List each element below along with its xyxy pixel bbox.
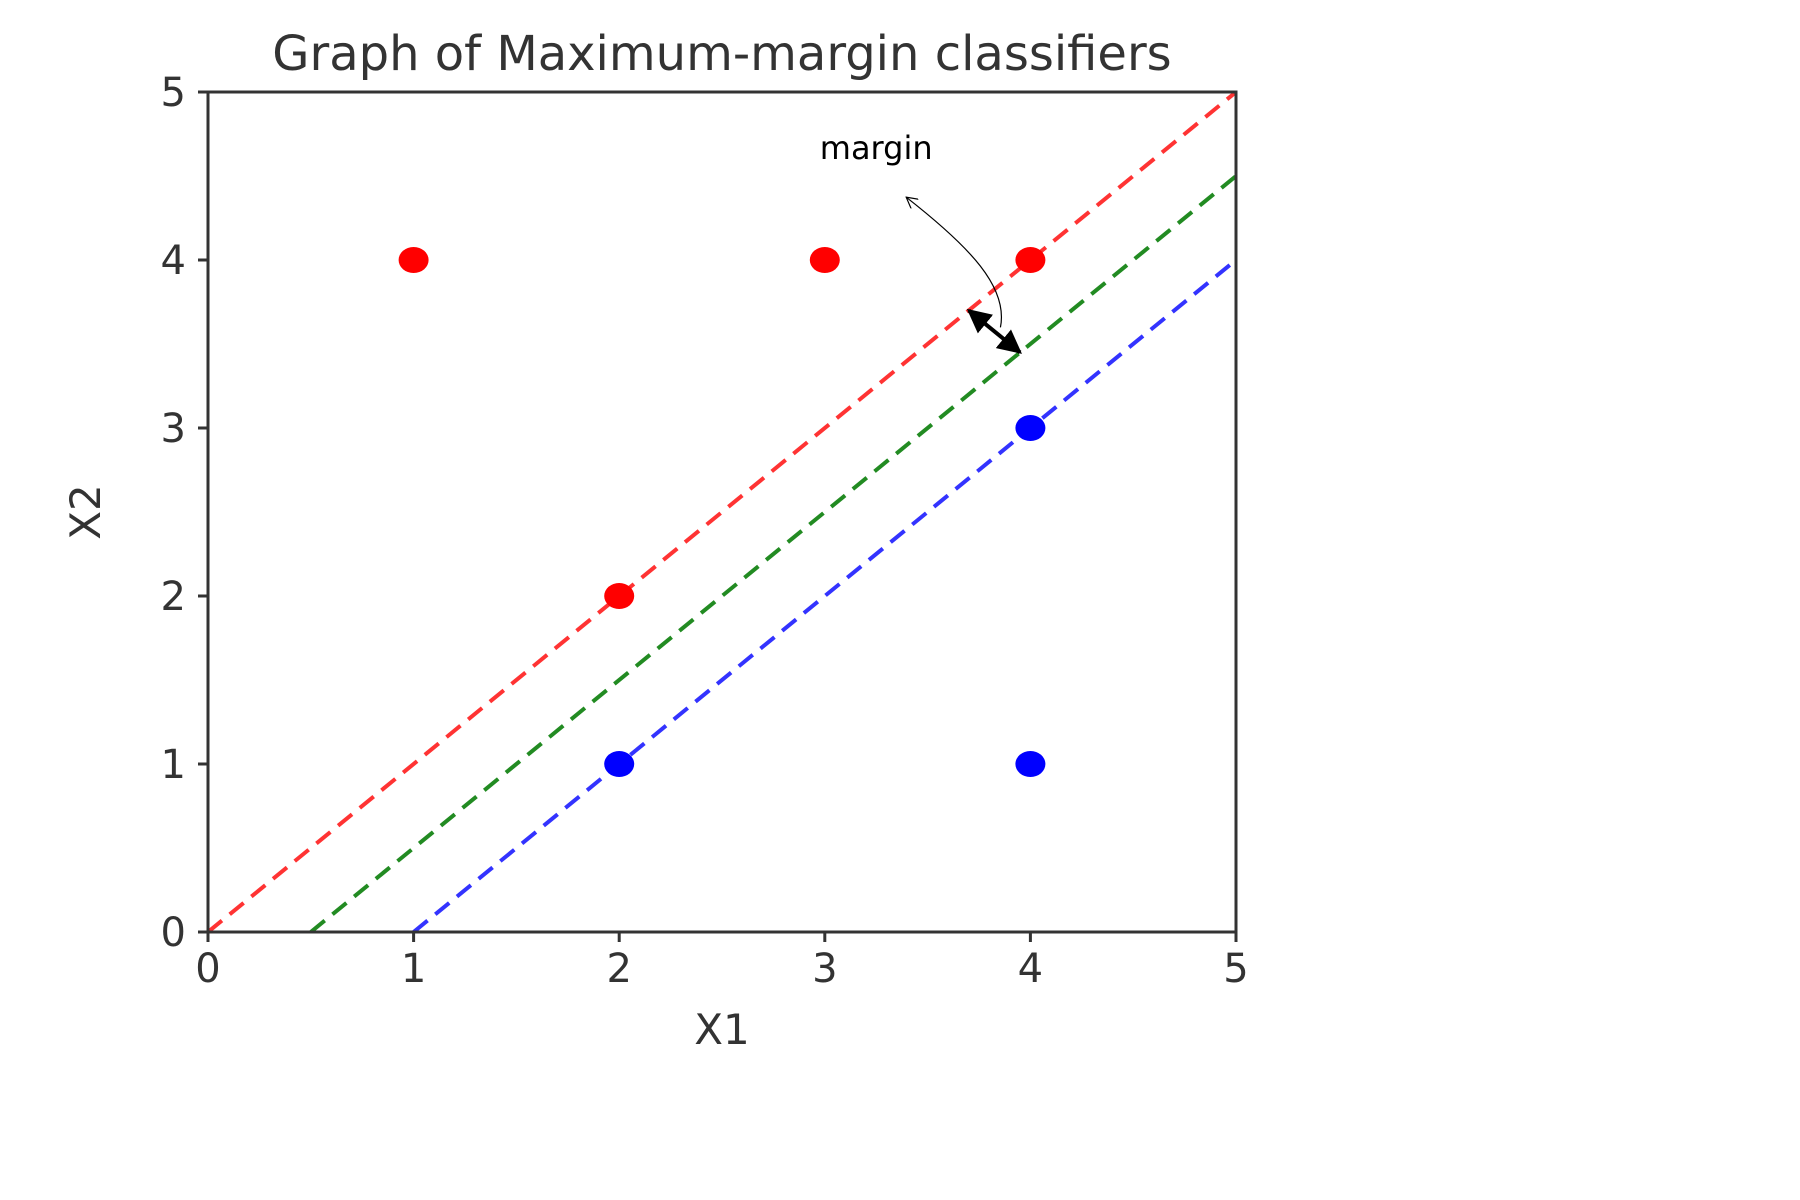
x-tick-label: 2 [606, 946, 631, 992]
x-tick-label: 5 [1223, 946, 1248, 992]
y-axis-ticks: 0 1 2 3 4 5 [161, 70, 208, 956]
margin-annotation: margin [820, 129, 1022, 354]
point-series-1-4 [604, 583, 635, 609]
classifier-line-3 [412, 258, 1236, 932]
x-axis-label: X1 [694, 1005, 750, 1054]
classifier-lines [208, 92, 1236, 932]
plot-frame [206, 90, 1238, 934]
data-points [398, 247, 1046, 777]
point-series-1-1 [398, 247, 429, 273]
margin-pointer [906, 197, 1003, 328]
point-series-1-3 [1015, 247, 1046, 273]
y-tick-label: 0 [161, 910, 186, 956]
point-series-1-2 [809, 247, 840, 273]
y-tick-label: 1 [161, 742, 186, 788]
y-tick-label: 3 [161, 406, 186, 452]
point-series-2-3 [1015, 415, 1046, 441]
classifier-line-2 [309, 174, 1236, 932]
point-series-2-2 [1015, 751, 1046, 777]
margin-label: margin [820, 129, 933, 167]
y-tick-label: 2 [161, 574, 186, 620]
y-axis-label: X2 [61, 484, 110, 540]
x-tick-label: 1 [401, 946, 426, 992]
margin-double-arrow [966, 308, 1022, 354]
x-tick-label: 0 [195, 946, 220, 992]
chart-title: Graph of Maximum-margin classifiers [272, 26, 1171, 82]
y-tick-label: 5 [161, 70, 186, 116]
point-series-2-1 [604, 751, 635, 777]
x-tick-label: 3 [812, 946, 837, 992]
classifier-line-1 [208, 92, 1236, 932]
x-tick-label: 4 [1018, 946, 1043, 992]
x-axis-ticks: 0 1 2 3 4 5 [195, 932, 1249, 992]
y-tick-label: 4 [161, 238, 186, 284]
